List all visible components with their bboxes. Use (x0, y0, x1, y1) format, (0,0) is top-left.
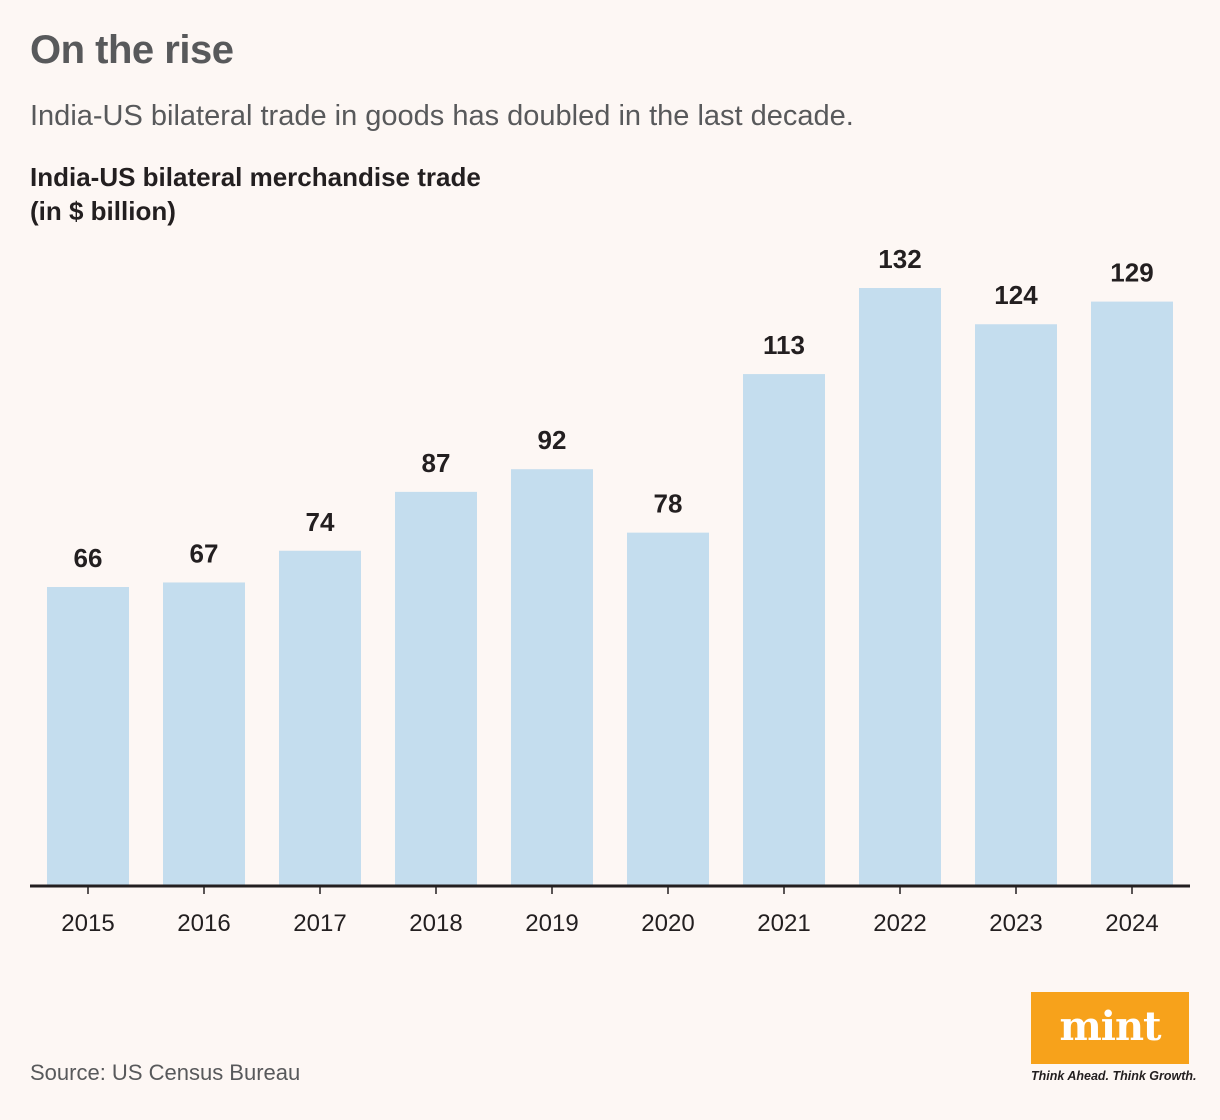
x-tick-label-2017: 2017 (293, 910, 346, 937)
x-tick-label-2018: 2018 (409, 910, 462, 937)
bar-2017 (279, 550, 361, 886)
chart-title-unit: (in $ billion) (30, 196, 176, 226)
x-tick-label-2015: 2015 (61, 910, 114, 937)
mint-logo: mint (1031, 992, 1189, 1064)
data-label-2020: 78 (654, 489, 683, 519)
data-label-2017: 74 (306, 507, 335, 537)
data-label-2018: 87 (422, 448, 451, 478)
bar-2021 (743, 374, 825, 886)
bar-2018 (395, 491, 477, 886)
x-tick-label-2024: 2024 (1105, 910, 1158, 937)
data-label-2019: 92 (538, 425, 567, 455)
bar-2024 (1091, 301, 1173, 886)
data-label-2016: 67 (190, 538, 219, 568)
data-label-2022: 132 (878, 244, 921, 274)
logo-tagline: Think Ahead. Think Growth. (1031, 1069, 1197, 1083)
x-tick-label-2019: 2019 (525, 910, 578, 937)
source-note: Source: US Census Bureau (30, 1060, 301, 1085)
bar-2019 (511, 469, 593, 886)
data-label-2021: 113 (763, 330, 805, 360)
chart-subtitle: India-US bilateral trade in goods has do… (30, 100, 854, 132)
chart-title-main: India-US bilateral merchandise trade (30, 162, 481, 192)
bar-2023 (975, 324, 1057, 886)
data-label-2023: 124 (994, 280, 1038, 310)
x-tick-label-2022: 2022 (873, 910, 926, 937)
x-tick-label-2016: 2016 (177, 910, 230, 937)
chart-title: India-US bilateral merchandise trade (in… (30, 160, 481, 228)
x-tick-label-2021: 2021 (757, 910, 810, 937)
mint-logo-text: mint (1059, 1002, 1161, 1050)
bar-2016 (163, 582, 245, 886)
bar-2015 (47, 587, 129, 886)
x-tick-label-2023: 2023 (989, 910, 1042, 937)
data-label-2015: 66 (74, 543, 103, 573)
bar-chart: 66 2015 67 2016 74 2017 87 2018 92 2019 78 2020 113 2… (30, 244, 1190, 937)
chart-headline: On the rise (30, 28, 234, 72)
data-label-2024: 129 (1110, 258, 1153, 288)
bar-2020 (627, 532, 709, 886)
bar-2022 (859, 288, 941, 886)
x-tick-label-2020: 2020 (641, 910, 694, 937)
